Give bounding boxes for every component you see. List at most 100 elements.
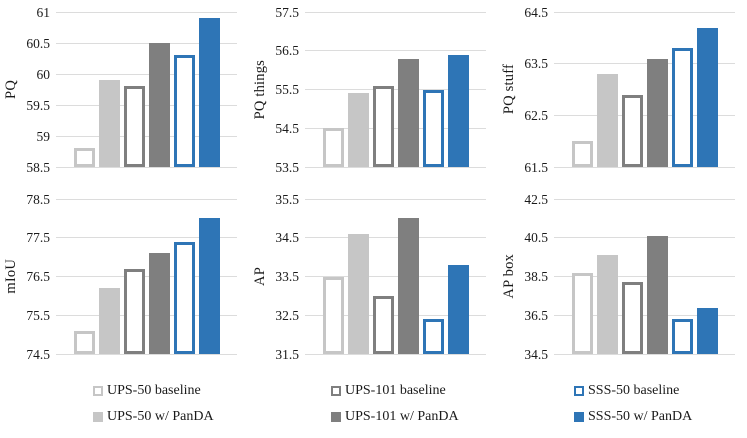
bar-sss-50-baseline [173,55,195,167]
legend: UPS-50 baseline UPS-50 w/ PanDA UPS-101 ba… [0,374,747,438]
legend-item-sss-50-w-panda: SSS-50 w/ PanDA [574,404,692,430]
y-tick-label: 31.5 [275,346,299,362]
bar-sss-50-baseline [173,241,195,354]
y-tick-label: 42.5 [524,191,548,207]
y-tick-label: 59 [36,128,51,144]
bars-group [56,199,237,354]
legend-item-ups-50-w-panda: UPS-50 w/ PanDA [93,404,214,430]
y-axis-label-wrap: PQ things [251,12,269,167]
bar-ups-50-w-panda [596,74,618,167]
bar-ups-101-w-panda [397,58,419,167]
chart-miou: mIoU 74.5 75.5 76.5 77.5 78.5 [0,187,249,374]
y-axis-label-wrap: AP [251,199,269,354]
chart-ap: AP 31.5 32.5 33.5 34.5 35.5 [249,187,498,374]
bar-ups-50-baseline [73,148,95,167]
bar-ups-101-baseline [123,86,145,167]
y-axis-ticks: 58.5 59 59.5 60 60.5 61 [20,5,56,173]
bar-sss-50-baseline [671,319,693,354]
plot-area [305,198,486,355]
y-tick-label: 54.5 [275,120,299,136]
legend-swatch-icon [331,386,341,396]
y-tick-label: 60 [36,66,51,82]
y-axis-label: AP box [500,254,517,299]
gridline [305,276,486,277]
bar-ups-50-w-panda [347,233,369,354]
bar-ups-50-baseline [73,330,95,354]
gridline [56,166,237,168]
y-axis-label: PQ things [251,59,268,120]
gridline [554,353,735,355]
y-tick-label: 76.5 [26,268,50,284]
bar-ups-50-w-panda [98,288,120,354]
legend-swatch-icon [93,386,103,396]
gridline [56,42,237,44]
y-tick-label: 56.5 [275,43,299,58]
legend-item-ups-101-baseline: UPS-101 baseline [331,378,459,404]
bar-sss-50-w-panda [198,18,220,167]
bar-ups-101-baseline [372,295,394,354]
y-tick-label: 38.5 [524,268,548,284]
gridline [56,314,237,316]
bar-sss-50-w-panda [696,27,718,167]
bar-sss-50-w-panda [447,264,469,354]
bar-sss-50-w-panda [696,307,718,354]
gridline [56,353,237,355]
legend-swatch-icon [574,386,584,396]
y-tick-label: 78.5 [26,191,50,207]
y-tick-label: 58.5 [26,159,50,175]
legend-label: UPS-50 w/ PanDA [107,409,214,424]
gridline [56,73,237,75]
bars-group [554,199,735,354]
bar-ups-101-w-panda [148,43,170,167]
legend-swatch-icon [574,412,584,422]
gridline [305,50,486,52]
gridline [305,198,486,200]
gridline [305,353,486,355]
legend-column: UPS-50 baseline UPS-50 w/ PanDA [93,378,214,430]
y-tick-label: 74.5 [26,346,50,362]
legend-item-sss-50-baseline: SSS-50 baseline [574,378,692,404]
gridline [56,11,237,13]
bar-sss-50-w-panda [198,218,220,354]
legend-item-ups-101-w-panda: UPS-101 w/ PanDA [331,404,459,430]
legend-label: UPS-101 baseline [345,383,446,398]
y-tick-label: 75.5 [26,307,50,323]
legend-label: UPS-101 w/ PanDA [345,409,459,424]
bar-ups-50-w-panda [347,93,369,167]
gridline [554,198,735,200]
legend-label: SSS-50 w/ PanDA [588,409,693,424]
y-axis-label: PQ [2,80,19,99]
gridline [305,314,486,316]
gridline [305,89,486,90]
gridline [56,276,237,277]
y-axis-ticks: 53.5 54.5 55.5 56.5 57.5 [269,5,305,173]
bar-sss-50-baseline [422,89,444,167]
y-axis-label-wrap: PQ [2,12,20,167]
y-tick-label: 61.5 [524,159,548,175]
y-tick-label: 61 [36,4,51,20]
gridline [554,237,735,239]
chart-ap-box: AP box 34.5 36.5 38.5 40.5 42.5 [498,187,747,374]
y-tick-label: 40.5 [524,230,548,245]
gridline [554,11,735,13]
y-tick-label: 36.5 [524,307,548,323]
gridline [554,314,735,316]
y-axis-label-wrap: AP box [500,199,518,354]
legend-label: UPS-50 baseline [107,383,201,398]
plot-area [56,11,237,168]
bar-ups-50-w-panda [596,255,618,354]
y-tick-label: 60.5 [26,35,50,51]
bar-ups-50-w-panda [98,80,120,167]
y-tick-label: 53.5 [275,159,299,175]
y-axis-label: PQ stuff [500,64,517,115]
bar-sss-50-w-panda [447,54,469,167]
gridline [305,127,486,129]
bar-ups-101-baseline [621,94,643,167]
bar-ups-101-baseline [621,282,643,354]
y-tick-label: 77.5 [26,230,50,245]
bar-ups-101-w-panda [646,235,668,354]
y-tick-label: 35.5 [275,191,299,207]
y-axis-ticks: 61.5 62.5 63.5 64.5 [518,5,554,173]
y-axis-label: mIoU [2,259,19,294]
